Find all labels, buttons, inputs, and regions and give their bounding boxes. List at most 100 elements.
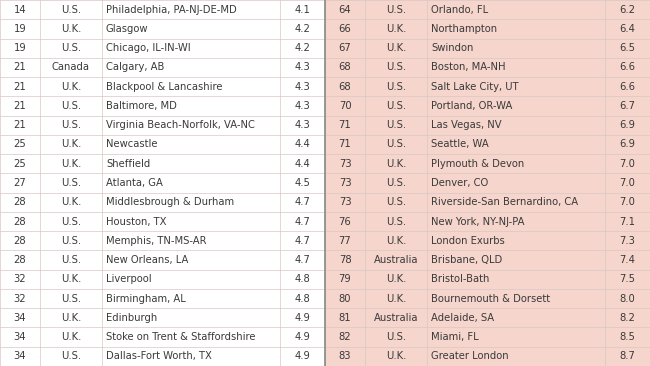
Text: U.S.: U.S. <box>386 63 406 72</box>
Text: 7.4: 7.4 <box>619 255 636 265</box>
Text: 6.9: 6.9 <box>619 120 636 130</box>
Text: U.S.: U.S. <box>61 351 81 361</box>
Text: 7.0: 7.0 <box>619 197 636 207</box>
Text: U.S.: U.S. <box>61 120 81 130</box>
Text: U.S.: U.S. <box>61 101 81 111</box>
Text: U.S.: U.S. <box>386 139 406 149</box>
Text: 32: 32 <box>14 274 26 284</box>
Text: 32: 32 <box>14 294 26 303</box>
Text: Liverpool: Liverpool <box>106 274 151 284</box>
Text: 70: 70 <box>339 101 351 111</box>
Text: 4.3: 4.3 <box>294 120 311 130</box>
Text: Portland, OR-WA: Portland, OR-WA <box>431 101 512 111</box>
Text: 4.9: 4.9 <box>294 332 311 342</box>
Text: 8.7: 8.7 <box>619 351 636 361</box>
Text: 4.4: 4.4 <box>294 159 311 169</box>
Text: 4.3: 4.3 <box>294 82 311 92</box>
Text: U.S.: U.S. <box>61 178 81 188</box>
Text: 4.7: 4.7 <box>294 197 311 207</box>
Text: 66: 66 <box>339 24 352 34</box>
Text: 19: 19 <box>14 43 27 53</box>
Text: U.K.: U.K. <box>386 159 406 169</box>
Text: Brisbane, QLD: Brisbane, QLD <box>431 255 502 265</box>
Text: 4.3: 4.3 <box>294 63 311 72</box>
Text: Orlando, FL: Orlando, FL <box>431 5 488 15</box>
Text: 6.4: 6.4 <box>619 24 636 34</box>
Text: 28: 28 <box>14 197 26 207</box>
Text: 14: 14 <box>14 5 26 15</box>
Text: Northampton: Northampton <box>431 24 497 34</box>
Text: Calgary, AB: Calgary, AB <box>106 63 164 72</box>
Text: 82: 82 <box>339 332 351 342</box>
Bar <box>325 0 650 366</box>
Text: U.S.: U.S. <box>386 5 406 15</box>
Text: 8.5: 8.5 <box>619 332 636 342</box>
Text: Adelaide, SA: Adelaide, SA <box>431 313 494 323</box>
Text: 6.2: 6.2 <box>619 5 636 15</box>
Text: 19: 19 <box>14 24 27 34</box>
Text: 4.9: 4.9 <box>294 351 311 361</box>
Text: U.K.: U.K. <box>61 313 81 323</box>
Text: 21: 21 <box>14 63 27 72</box>
Text: Birmingham, AL: Birmingham, AL <box>106 294 186 303</box>
Text: Philadelphia, PA-NJ-DE-MD: Philadelphia, PA-NJ-DE-MD <box>106 5 237 15</box>
Text: 68: 68 <box>339 82 351 92</box>
Text: U.S.: U.S. <box>386 101 406 111</box>
Text: 28: 28 <box>14 217 26 227</box>
Text: 7.0: 7.0 <box>619 159 636 169</box>
Text: 4.4: 4.4 <box>294 139 311 149</box>
Text: New Orleans, LA: New Orleans, LA <box>106 255 188 265</box>
Text: 6.9: 6.9 <box>619 139 636 149</box>
Text: 4.8: 4.8 <box>294 294 311 303</box>
Text: U.S.: U.S. <box>386 120 406 130</box>
Text: U.K.: U.K. <box>61 24 81 34</box>
Text: 8.2: 8.2 <box>619 313 636 323</box>
Text: U.S.: U.S. <box>61 294 81 303</box>
Text: 34: 34 <box>14 313 26 323</box>
Text: 4.1: 4.1 <box>294 5 311 15</box>
Text: 78: 78 <box>339 255 351 265</box>
Text: 81: 81 <box>339 313 351 323</box>
Text: U.K.: U.K. <box>61 274 81 284</box>
Text: 76: 76 <box>339 217 352 227</box>
Text: 6.6: 6.6 <box>619 82 636 92</box>
Text: U.K.: U.K. <box>61 197 81 207</box>
Text: U.S.: U.S. <box>386 197 406 207</box>
Text: 25: 25 <box>14 159 27 169</box>
Text: U.K.: U.K. <box>386 236 406 246</box>
Text: Memphis, TN-MS-AR: Memphis, TN-MS-AR <box>106 236 207 246</box>
Text: Swindon: Swindon <box>431 43 473 53</box>
Text: Virginia Beach-Norfolk, VA-NC: Virginia Beach-Norfolk, VA-NC <box>106 120 255 130</box>
Text: U.S.: U.S. <box>61 217 81 227</box>
Text: U.S.: U.S. <box>61 236 81 246</box>
Text: 4.8: 4.8 <box>294 274 311 284</box>
Text: 6.6: 6.6 <box>619 63 636 72</box>
Text: 73: 73 <box>339 178 351 188</box>
Text: Seattle, WA: Seattle, WA <box>431 139 489 149</box>
Text: U.K.: U.K. <box>61 82 81 92</box>
Text: 21: 21 <box>14 120 27 130</box>
Text: U.S.: U.S. <box>386 178 406 188</box>
Text: 7.5: 7.5 <box>619 274 636 284</box>
Text: 21: 21 <box>14 101 27 111</box>
Text: Chicago, IL-IN-WI: Chicago, IL-IN-WI <box>106 43 190 53</box>
Text: Salt Lake City, UT: Salt Lake City, UT <box>431 82 519 92</box>
Text: Las Vegas, NV: Las Vegas, NV <box>431 120 502 130</box>
Text: Stoke on Trent & Staffordshire: Stoke on Trent & Staffordshire <box>106 332 255 342</box>
Text: U.K.: U.K. <box>386 43 406 53</box>
Text: Dallas-Fort Worth, TX: Dallas-Fort Worth, TX <box>106 351 212 361</box>
Text: Plymouth & Devon: Plymouth & Devon <box>431 159 525 169</box>
Text: Greater London: Greater London <box>431 351 508 361</box>
Text: 34: 34 <box>14 332 26 342</box>
Text: U.K.: U.K. <box>386 294 406 303</box>
Text: U.S.: U.S. <box>386 332 406 342</box>
Text: 4.7: 4.7 <box>294 217 311 227</box>
Text: 4.5: 4.5 <box>294 178 311 188</box>
Text: 73: 73 <box>339 159 351 169</box>
Text: Australia: Australia <box>374 313 418 323</box>
Text: 28: 28 <box>14 255 26 265</box>
Text: 71: 71 <box>339 139 352 149</box>
Text: 77: 77 <box>339 236 352 246</box>
Text: London Exurbs: London Exurbs <box>431 236 505 246</box>
Text: U.K.: U.K. <box>386 24 406 34</box>
